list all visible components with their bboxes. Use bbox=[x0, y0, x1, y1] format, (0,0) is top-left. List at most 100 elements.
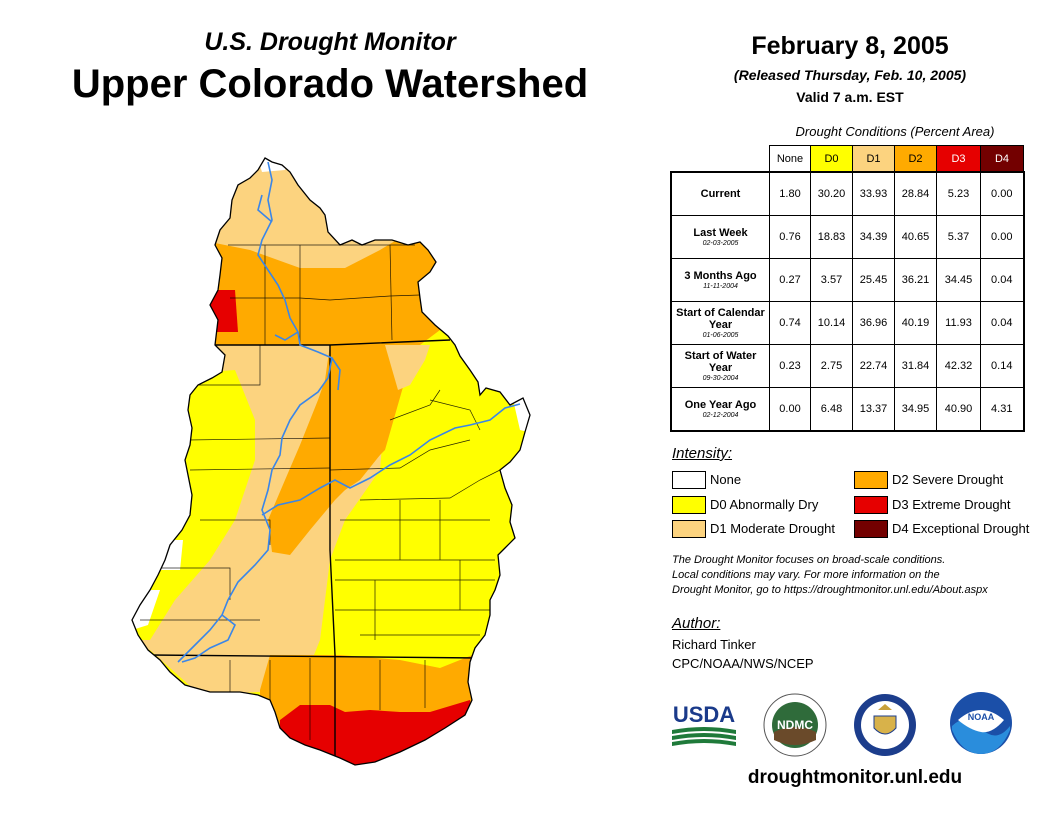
row-label-text: Current bbox=[700, 188, 741, 200]
table-cell: 36.96 bbox=[852, 301, 895, 345]
table-cell: 10.14 bbox=[810, 301, 853, 345]
table-cell: 13.37 bbox=[852, 387, 895, 432]
table-cell: 40.19 bbox=[894, 301, 937, 345]
row-label-date: 11-11-2004 bbox=[703, 282, 738, 290]
legend-label-d3: D3 Extreme Drought bbox=[892, 497, 1011, 512]
table-cell: 34.95 bbox=[894, 387, 937, 432]
table-cell: 0.04 bbox=[980, 258, 1025, 302]
usda-logo: USDA bbox=[672, 702, 736, 746]
row-label: Last Week 02-03-2005 bbox=[670, 215, 770, 259]
legend-swatch-d1 bbox=[672, 520, 706, 538]
table-cell: 0.00 bbox=[769, 387, 811, 432]
table-cell: 34.39 bbox=[852, 215, 895, 259]
map-title: Upper Colorado Watershed bbox=[71, 62, 589, 106]
table-cell: 40.90 bbox=[936, 387, 981, 432]
noaa-logo-text: NOAA bbox=[968, 712, 995, 722]
disclaimer-line-2: Local conditions may vary. For more info… bbox=[672, 569, 940, 581]
row-label-text: Start of Water Year bbox=[684, 349, 757, 374]
table-row: Last Week 02-03-2005 0.76 18.83 34.39 40.65 5.… bbox=[670, 215, 1025, 259]
commerce-seal bbox=[854, 694, 916, 756]
drought-map bbox=[131, 157, 531, 766]
table-row: Start of Water Year 09-30-2004 0.23 2.75 22.… bbox=[670, 344, 1025, 388]
table-cell: 3.57 bbox=[810, 258, 853, 302]
row-label: Start of Water Year 09-30-2004 bbox=[670, 344, 770, 388]
river-lines bbox=[177, 161, 521, 663]
table-row: One Year Ago 02-12-2004 0.00 6.48 13.37 34.95… bbox=[670, 387, 1025, 432]
table-cell: 0.00 bbox=[980, 171, 1025, 216]
row-label: One Year Ago 02-12-2004 bbox=[670, 387, 770, 432]
map-date: February 8, 2005 bbox=[751, 32, 949, 60]
legend-label-d0: D0 Abnormally Dry bbox=[710, 497, 819, 512]
table-cell: 4.31 bbox=[980, 387, 1025, 432]
table-cell: 22.74 bbox=[852, 344, 895, 388]
row-label: 3 Months Ago 11-11-2004 bbox=[670, 258, 770, 302]
row-label: Current bbox=[670, 171, 770, 216]
legend-label-d2: D2 Severe Drought bbox=[892, 472, 1004, 487]
usda-logo-text: USDA bbox=[673, 702, 735, 727]
row-label-text: One Year Ago bbox=[684, 398, 757, 411]
table-cell: 0.04 bbox=[980, 301, 1025, 345]
author-label: Author: bbox=[672, 615, 721, 632]
table-cell: 0.14 bbox=[980, 344, 1025, 388]
table-cell: 31.84 bbox=[894, 344, 937, 388]
legend-swatch-d4 bbox=[854, 520, 888, 538]
table-row: Start of Calendar Year 01-06-2005 0.74 10.1… bbox=[670, 301, 1025, 345]
table-cell: 1.80 bbox=[769, 171, 811, 216]
drought-conditions-table: None D0 D1 D2 D3 D4 Current 1.80 30.20 33.9… bbox=[670, 145, 1025, 432]
author-org: CPC/NOAA/NWS/NCEP bbox=[672, 656, 814, 671]
legend-label-d4: D4 Exceptional Drought bbox=[892, 521, 1030, 536]
map-subtitle: U.S. Drought Monitor bbox=[204, 28, 456, 56]
table-cell: 25.45 bbox=[852, 258, 895, 302]
table-cell: 11.93 bbox=[936, 301, 981, 345]
table-cell: 42.32 bbox=[936, 344, 981, 388]
website-url[interactable]: droughtmonitor.unl.edu bbox=[747, 767, 963, 788]
table-corner bbox=[671, 146, 770, 173]
author-name: Richard Tinker bbox=[672, 637, 756, 652]
row-label-date: 02-12-2004 bbox=[702, 411, 739, 419]
table-cell: 33.93 bbox=[852, 171, 895, 216]
row-label-date: 01-06-2005 bbox=[702, 331, 739, 339]
col-header-d1: D1 bbox=[852, 145, 895, 173]
legend-title: Intensity: bbox=[672, 445, 733, 462]
legend-label-none: None bbox=[710, 472, 742, 487]
legend-swatch-d3 bbox=[854, 496, 888, 514]
table-row: Current 1.80 30.20 33.93 28.84 5.23 0.00 bbox=[670, 171, 1025, 216]
table-cell: 0.00 bbox=[980, 215, 1025, 259]
col-header-d0: D0 bbox=[810, 145, 853, 173]
legend-swatch-d2 bbox=[854, 471, 888, 489]
table-caption: Drought Conditions (Percent Area) bbox=[795, 124, 995, 139]
table-cell: 28.84 bbox=[894, 171, 937, 216]
legend-swatch-none bbox=[672, 471, 706, 489]
table-cell: 36.21 bbox=[894, 258, 937, 302]
ndmc-logo-text: NDMC bbox=[777, 718, 813, 732]
disclaimer: The Drought Monitor focuses on broad-sca… bbox=[672, 553, 1042, 598]
table-row: 3 Months Ago 11-11-2004 0.27 3.57 25.45 36.21… bbox=[670, 258, 1025, 302]
row-label: Start of Calendar Year 01-06-2005 bbox=[670, 301, 770, 345]
disclaimer-line-1: The Drought Monitor focuses on broad-sca… bbox=[672, 554, 946, 566]
table-cell: 30.20 bbox=[810, 171, 853, 216]
row-label-date: 09-30-2004 bbox=[702, 374, 739, 382]
table-cell: 5.37 bbox=[936, 215, 981, 259]
table-cell: 5.23 bbox=[936, 171, 981, 216]
table-cell: 0.74 bbox=[769, 301, 811, 345]
legend-swatch-d0 bbox=[672, 496, 706, 514]
row-label-date: 02-03-2005 bbox=[702, 239, 739, 247]
table-cell: 0.27 bbox=[769, 258, 811, 302]
table-cell: 0.23 bbox=[769, 344, 811, 388]
table-cell: 18.83 bbox=[810, 215, 853, 259]
table-cell: 0.76 bbox=[769, 215, 811, 259]
col-header-d3: D3 bbox=[936, 145, 981, 173]
legend-label-d1: D1 Moderate Drought bbox=[710, 521, 836, 536]
row-label-text: Start of Calendar Year bbox=[676, 306, 765, 331]
table-cell: 6.48 bbox=[810, 387, 853, 432]
disclaimer-line-3: Drought Monitor, go to https://droughtmo… bbox=[672, 584, 988, 596]
row-label-text: Last Week bbox=[693, 226, 748, 239]
table-cell: 2.75 bbox=[810, 344, 853, 388]
table-cell: 34.45 bbox=[936, 258, 981, 302]
ndmc-logo: NDMC bbox=[763, 693, 827, 757]
release-date: (Released Thursday, Feb. 10, 2005) bbox=[733, 67, 967, 83]
col-header-d2: D2 bbox=[894, 145, 937, 173]
col-header-d4: D4 bbox=[980, 145, 1024, 173]
row-label-text: 3 Months Ago bbox=[684, 269, 757, 282]
table-cell: 40.65 bbox=[894, 215, 937, 259]
